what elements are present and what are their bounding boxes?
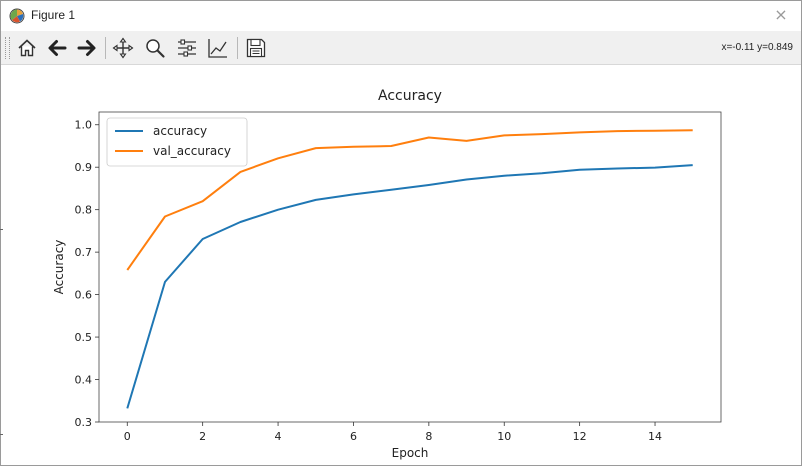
- plot-frame: [98, 111, 722, 423]
- x-tick-label: 6: [350, 430, 357, 443]
- y-tick-label: 0.5: [75, 331, 93, 344]
- edit-axis-icon: [208, 39, 227, 58]
- toolbar-separator: [105, 37, 106, 59]
- window-edge-mark: [0, 229, 3, 230]
- y-tick-label: 0.6: [75, 289, 93, 302]
- y-tick-label: 0.8: [75, 204, 93, 217]
- configure-subplots-button[interactable]: [175, 36, 199, 60]
- matplotlib-logo-icon: [9, 8, 25, 24]
- edit-axis-button[interactable]: [206, 36, 230, 60]
- toolbar-separator: [237, 37, 238, 59]
- zoom-button[interactable]: [143, 36, 167, 60]
- back-icon: [48, 40, 67, 56]
- series-line-accuracy: [126, 164, 693, 409]
- cursor-coordinates: x=-0.11 y=0.849: [721, 42, 793, 53]
- x-tick-label: 8: [425, 430, 432, 443]
- x-tick-label: 14: [648, 430, 662, 443]
- save-icon: [246, 38, 266, 58]
- x-axis-label: Epoch: [392, 446, 429, 460]
- x-tick-label: 12: [573, 430, 587, 443]
- legend-label-val-accuracy: val_accuracy: [153, 144, 231, 158]
- y-tick-label: 0.7: [75, 246, 93, 259]
- figure-canvas[interactable]: Accuracy 0 2 4 6 8 10 12 14 0.3 0.4 0.5 0.6 0.7 0.8 0.9…: [1, 65, 801, 465]
- home-button[interactable]: [15, 36, 39, 60]
- y-tick-label: 1.0: [75, 119, 93, 132]
- zoom-icon: [146, 39, 165, 58]
- forward-icon: [77, 40, 96, 56]
- pan-button[interactable]: [111, 36, 135, 60]
- y-tick-label: 0.3: [75, 416, 93, 429]
- chart-title: Accuracy: [378, 88, 442, 104]
- home-icon: [18, 39, 36, 57]
- legend-label-accuracy: accuracy: [153, 124, 207, 138]
- pan-icon: [112, 37, 134, 59]
- back-button[interactable]: [45, 36, 69, 60]
- accuracy-chart: Accuracy 0 2 4 6 8 10 12 14 0.3 0.4 0.5 0.6 0.7 0.8 0.9…: [52, 88, 722, 460]
- y-axis-label: Accuracy: [52, 240, 66, 295]
- x-tick-label: 10: [497, 430, 511, 443]
- x-tick-label: 4: [275, 430, 282, 443]
- y-tick-label: 0.4: [75, 374, 93, 387]
- forward-button[interactable]: [75, 36, 99, 60]
- x-tick-label: 0: [124, 430, 131, 443]
- series-line-val-accuracy: [126, 129, 693, 271]
- y-tick-label: 0.9: [75, 161, 93, 174]
- window-edge-mark: [0, 434, 3, 435]
- save-button[interactable]: [244, 36, 268, 60]
- window-title: Figure 1: [31, 8, 76, 22]
- configure-subplots-icon: [178, 39, 196, 57]
- x-tick-label: 2: [199, 430, 206, 443]
- close-button[interactable]: ×: [774, 5, 788, 24]
- navigation-toolbar: x=-0.11 y=0.849: [1, 31, 801, 65]
- title-bar[interactable]: Figure 1 ×: [1, 1, 801, 31]
- toolbar-grip[interactable]: [5, 37, 10, 59]
